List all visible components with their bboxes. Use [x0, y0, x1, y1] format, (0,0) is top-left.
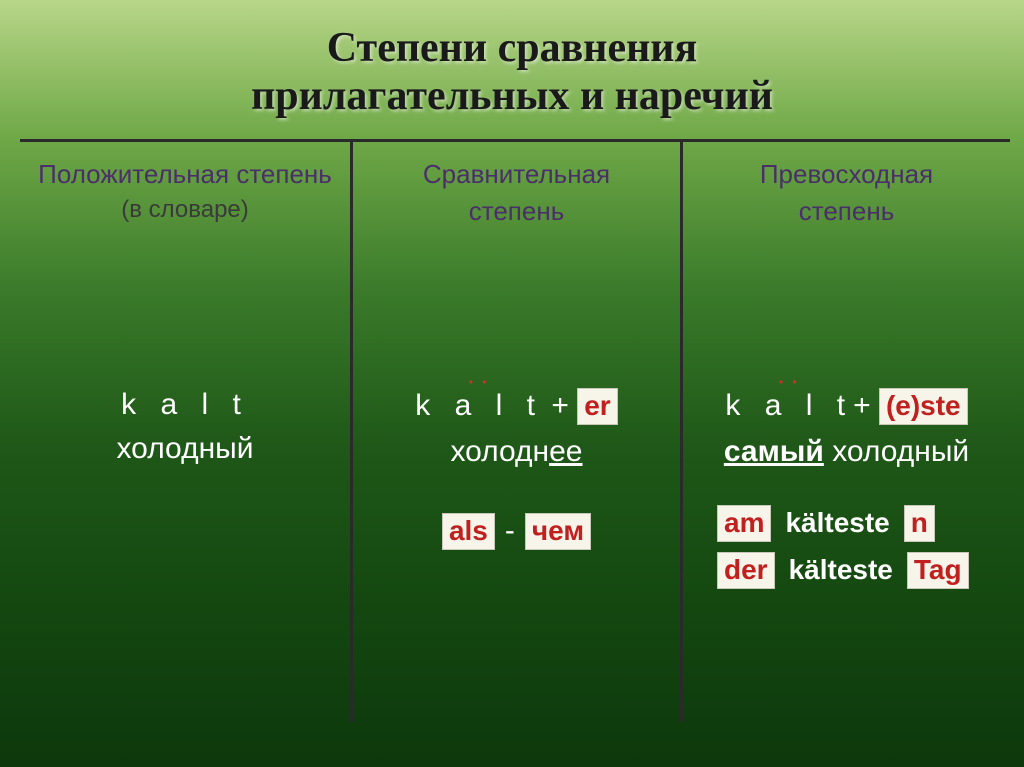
superlative-translation: самый холодный: [693, 435, 1000, 469]
ru-prefix: самый: [724, 435, 824, 468]
slide-title: Степени сравнения прилагательных и нареч…: [20, 24, 1004, 121]
header-comparative-main: Сравнительная: [363, 156, 670, 194]
am-pill: am: [717, 505, 771, 542]
col-header-superlative: Превосходная степень: [680, 142, 1010, 292]
positive-word: k a l t: [30, 388, 340, 422]
cell-comparative: k a l t + er холоднее als - чем: [350, 292, 680, 722]
title-line-2: прилагательных и наречий: [251, 73, 773, 119]
plus-sign: +: [551, 389, 569, 422]
comparative-word-line: k a l t + er: [363, 388, 670, 425]
dash: -: [505, 514, 515, 548]
ru-word: холодный: [832, 435, 969, 468]
superlative-word: k a l t: [725, 389, 853, 423]
als-line: als - чем: [363, 513, 670, 550]
suffix-er-pill: er: [577, 388, 617, 425]
plus-sign-sup: +: [853, 389, 871, 422]
tag-pill: Tag: [907, 552, 969, 589]
ru-stem: холодн: [450, 435, 549, 468]
header-positive-main: Положительная степень: [30, 156, 340, 194]
cell-superlative: k a l t+ (e)ste самый холодный am kältes…: [680, 292, 1010, 722]
positive-translation: холодный: [30, 432, 340, 466]
superlative-word-line: k a l t+ (e)ste: [693, 388, 1000, 425]
superlative-content: k a l t+ (e)ste самый холодный am kältes…: [693, 304, 1000, 589]
positive-content: k a l t холодный: [30, 304, 340, 466]
col-header-positive: Положительная степень (в словаре): [20, 142, 350, 292]
superlative-extra: am kälteste n der kälteste Tag: [693, 505, 1000, 589]
header-comparative-sub: степень: [363, 193, 670, 231]
col-header-comparative: Сравнительная степень: [350, 142, 680, 292]
n-pill: n: [904, 505, 935, 542]
form-kalteste-2: kälteste: [789, 554, 893, 586]
header-superlative-sub: степень: [693, 193, 1000, 231]
header-positive-sub: (в словаре): [30, 193, 340, 228]
suffix-este-pill: (e)ste: [879, 388, 968, 425]
am-line: am kälteste n: [693, 505, 1000, 542]
der-line: der kälteste Tag: [693, 552, 1000, 589]
comparative-extra: als - чем: [363, 513, 670, 550]
comparative-word: k a l t: [415, 389, 543, 423]
comparative-content: k a l t + er холоднее als - чем: [363, 304, 670, 550]
header-superlative-main: Превосходная: [693, 156, 1000, 194]
der-pill: der: [717, 552, 775, 589]
cell-positive: k a l t холодный: [20, 292, 350, 722]
comparative-translation: холоднее: [363, 435, 670, 469]
title-line-1: Степени сравнения: [327, 25, 697, 71]
als-pill: als: [442, 513, 495, 550]
chem-pill: чем: [525, 513, 591, 550]
comparison-table: Положительная степень (в словаре) Сравни…: [20, 139, 1010, 722]
form-kalteste-1: kälteste: [785, 507, 889, 539]
ru-ending: ее: [549, 435, 582, 468]
